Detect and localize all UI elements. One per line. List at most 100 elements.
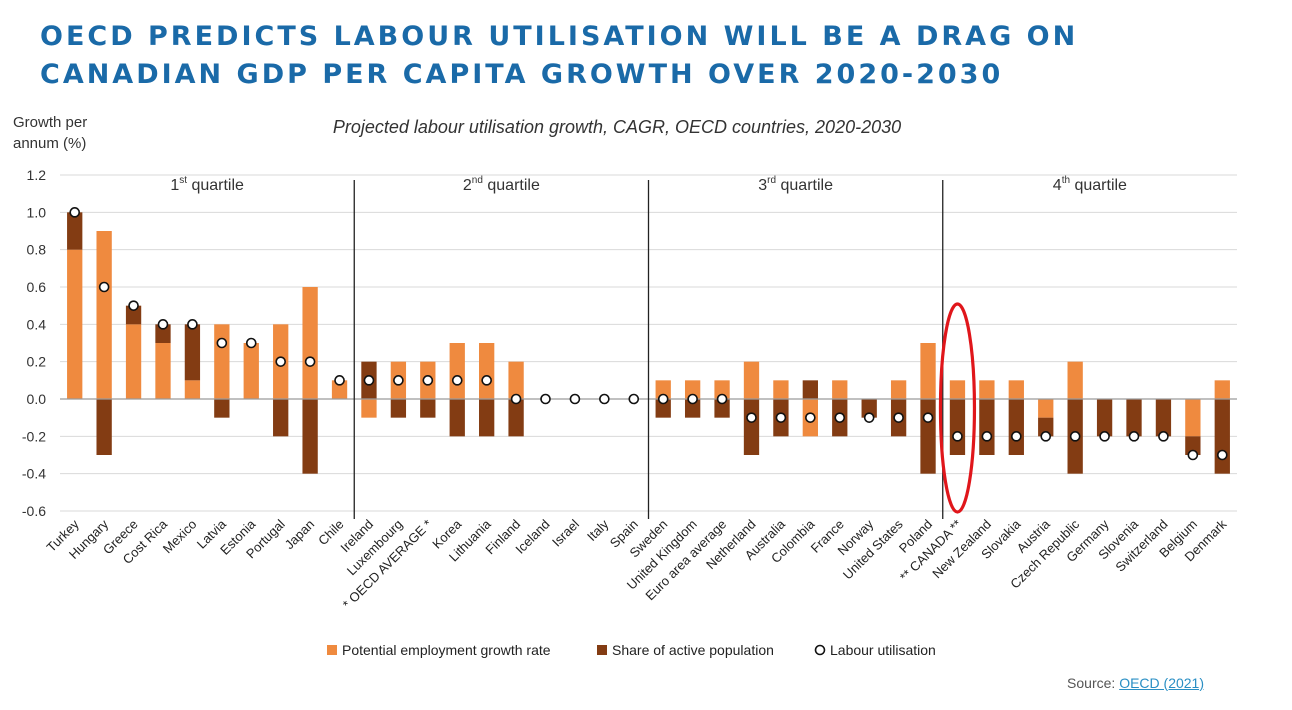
bar-share [655, 399, 671, 418]
legend-swatch [597, 645, 607, 655]
bar-share [449, 399, 465, 437]
bar-potential [67, 249, 83, 399]
x-tick-label: Mexico [160, 517, 200, 557]
bar-share [479, 399, 495, 437]
bar-potential [449, 343, 465, 399]
bar-share [684, 399, 701, 418]
utilisation-marker [422, 375, 434, 386]
x-tick-label: Israel [549, 516, 582, 549]
y-axis-label: Growth per annum (%) [13, 112, 87, 154]
utilisation-marker [157, 319, 169, 330]
bar-potential [1067, 361, 1083, 399]
bar-share [302, 399, 318, 474]
bar-potential [331, 380, 348, 399]
bar-share [1126, 399, 1142, 437]
bar-potential [743, 361, 760, 399]
utilisation-marker [569, 393, 581, 405]
legend-swatch [327, 645, 337, 655]
x-tick-label: Japan [282, 517, 318, 553]
legend-label: Potential employment growth rate [342, 642, 551, 658]
bar-share [979, 399, 995, 455]
bar-share [1096, 399, 1113, 437]
utilisation-marker [216, 337, 228, 349]
bar-potential [155, 343, 171, 399]
utilisation-marker [540, 393, 551, 405]
utilisation-marker [363, 375, 375, 386]
bar-share [1008, 399, 1024, 455]
bar-share [390, 399, 407, 418]
y-tick-label: 0.0 [27, 391, 47, 407]
bar-potential [1038, 399, 1054, 418]
utilisation-marker [1128, 431, 1140, 442]
bar-potential [655, 380, 671, 399]
bar-share [1185, 436, 1201, 455]
quartile-label: 1st quartile [170, 175, 244, 194]
utilisation-marker [863, 412, 875, 423]
utilisation-marker [69, 207, 81, 218]
bar-potential [920, 343, 936, 399]
bar-share [1155, 399, 1172, 437]
utilisation-marker [510, 393, 522, 405]
title-line-2: CANADIAN GDP PER CAPITA GROWTH OVER 2020… [40, 59, 1004, 90]
title-line-1: OECD PREDICTS LABOUR UTILISATION WILL BE… [40, 21, 1079, 52]
y-tick-label: 0.2 [27, 354, 47, 370]
utilisation-marker [187, 319, 198, 330]
bar-share [802, 380, 818, 399]
utilisation-marker [716, 393, 728, 405]
utilisation-marker [1011, 431, 1022, 442]
utilisation-marker [393, 375, 404, 386]
legend-label: Labour utilisation [830, 642, 936, 658]
utilisation-marker [775, 412, 787, 423]
y-tick-label: -0.6 [22, 503, 46, 519]
legend-label: Share of active population [612, 642, 774, 658]
bar-share [743, 399, 760, 455]
utilisation-marker [746, 412, 757, 423]
utilisation-marker [128, 300, 139, 311]
quartile-label: 2nd quartile [463, 175, 540, 194]
utilisation-marker [481, 375, 492, 386]
bar-potential [361, 399, 377, 418]
y-tick-label: 1.0 [27, 204, 47, 220]
bar-potential [184, 380, 201, 399]
bar-share [861, 399, 877, 418]
bar-potential [832, 380, 848, 399]
utilisation-marker [952, 431, 963, 442]
y-tick-label: -0.2 [22, 428, 46, 444]
bar-potential [949, 380, 966, 399]
bar-potential [773, 380, 789, 399]
y-tick-label: 1.2 [27, 167, 47, 183]
y-tick-label: 0.4 [27, 316, 47, 332]
utilisation-marker [1099, 431, 1110, 442]
utilisation-marker [981, 431, 993, 442]
utilisation-marker [922, 412, 934, 423]
bar-potential [96, 231, 112, 399]
bar-share [273, 399, 289, 437]
bar-potential [508, 361, 524, 399]
utilisation-marker [1216, 449, 1228, 461]
utilisation-marker [98, 281, 110, 293]
bar-share [125, 305, 142, 325]
bar-potential [714, 380, 730, 399]
utilisation-marker [304, 356, 316, 367]
quartile-label: 4th quartile [1053, 175, 1127, 194]
utilisation-marker [834, 412, 846, 423]
bar-potential [479, 343, 495, 399]
bar-potential [979, 380, 995, 399]
slide-title: OECD PREDICTS LABOUR UTILISATION WILL BE… [40, 18, 1078, 94]
utilisation-marker [599, 393, 610, 405]
utilisation-marker [628, 393, 640, 405]
source-link[interactable]: OECD (2021) [1119, 675, 1204, 691]
utilisation-marker [805, 412, 816, 423]
source-label: Source: [1067, 675, 1116, 691]
bar-potential [302, 287, 318, 399]
bar-share [155, 324, 171, 343]
y-axis-label-line-1: Growth per [13, 114, 88, 131]
y-axis-label-line-2: annum (%) [13, 135, 87, 152]
utilisation-marker [451, 375, 463, 386]
quartile-label: 3rd quartile [758, 175, 833, 194]
utilisation-marker [1158, 431, 1169, 442]
bar-potential [684, 380, 701, 399]
bar-share [949, 399, 966, 455]
utilisation-marker [1187, 449, 1199, 461]
